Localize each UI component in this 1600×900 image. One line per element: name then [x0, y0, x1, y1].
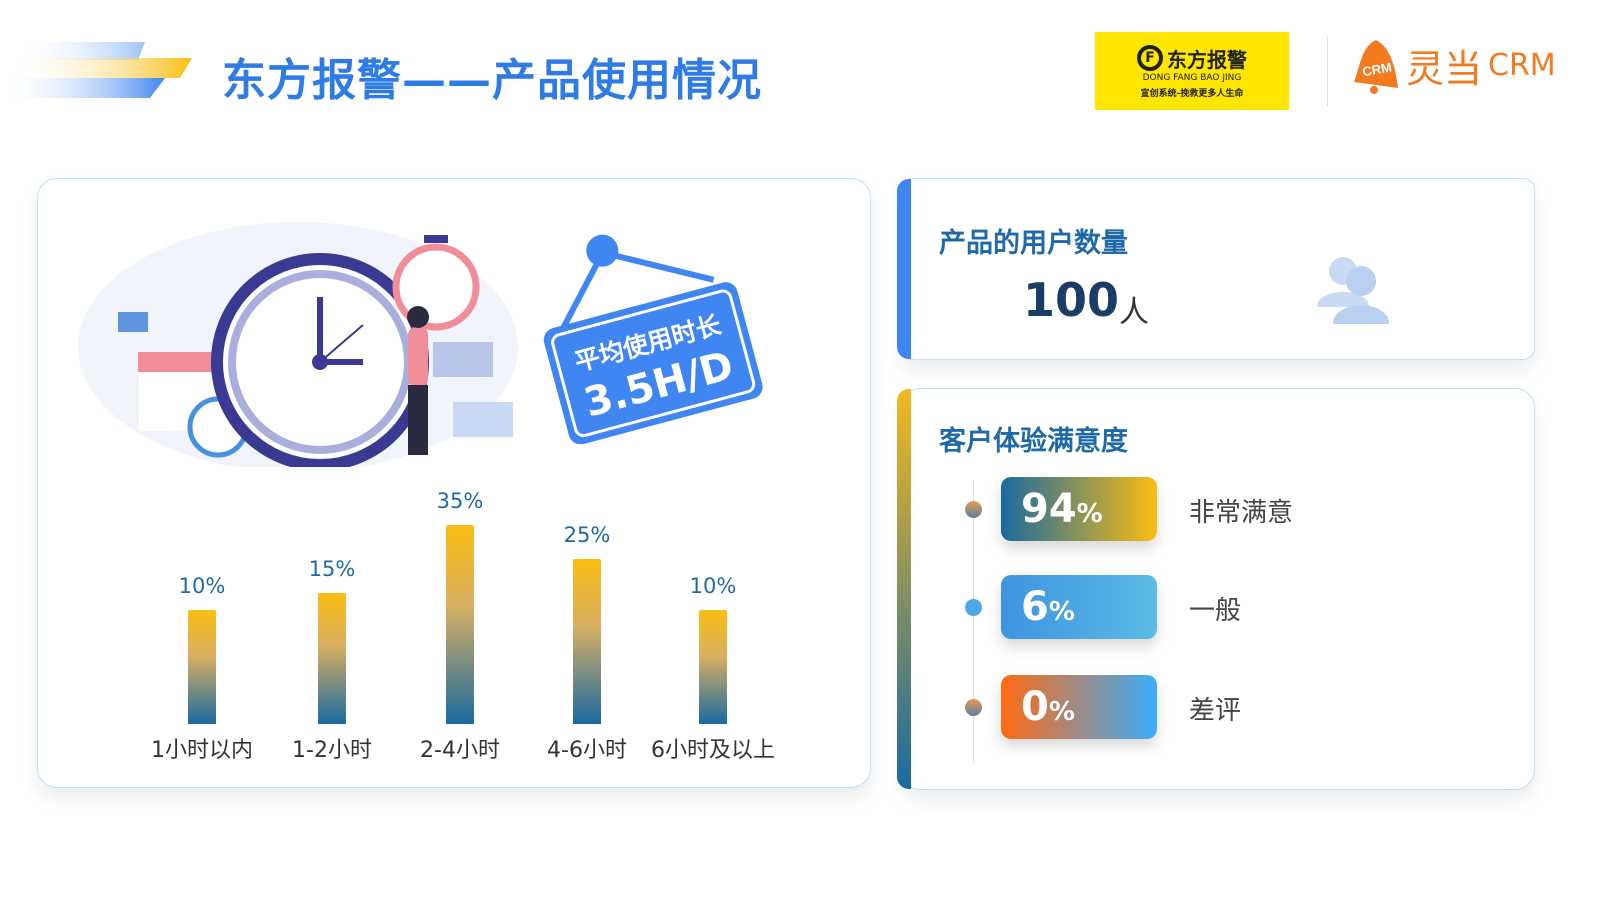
user-count-card: 产品的用户数量 100 人: [897, 178, 1535, 360]
users-icon: [1317, 257, 1389, 324]
bar-value-label: 10%: [689, 574, 737, 598]
bell-icon: CRM: [1354, 40, 1398, 94]
timeline-dot: [965, 599, 982, 616]
satisfaction-percent-0: 94%: [1001, 477, 1157, 541]
timeline-dot: [965, 699, 982, 716]
category-label: 2-4小时: [420, 738, 500, 763]
card-accent: [897, 179, 911, 359]
bar-2: [446, 525, 474, 724]
title-decoration-stripes: [0, 42, 192, 98]
category-label: 6小时及以上: [651, 738, 775, 763]
timeline-line: [973, 481, 974, 763]
satisfaction-percent-2: 0%: [1001, 675, 1157, 739]
svg-text:CRM: CRM: [1361, 59, 1393, 79]
category-label: 1小时以内: [151, 738, 253, 763]
clock-illustration: [78, 222, 518, 467]
average-usage-sign: 平均使用时长 3.5H/D: [543, 234, 763, 444]
user-count-title: 产品的用户数量: [939, 228, 1128, 259]
dongfang-baojing-logo: F 东方报警 DONG FANG BAO JING 宣创系统-挽救更多人生命: [1095, 32, 1289, 110]
bar-value-label: 35%: [436, 489, 484, 513]
bar-0: [188, 610, 216, 724]
lingdang-crm-logo: CRM 灵当 CRM: [1352, 36, 1556, 94]
user-count-value: 100: [1023, 273, 1120, 327]
timeline-dot: [965, 501, 982, 518]
page-title: 东方报警——产品使用情况: [222, 55, 762, 106]
satisfaction-label: 一般: [1189, 596, 1242, 626]
card-accent: [897, 389, 911, 789]
bar-1: [318, 593, 346, 724]
person-figure: [408, 327, 428, 387]
category-label: 4-6小时: [547, 738, 627, 763]
bar-value-label: 10%: [178, 574, 226, 598]
logo-divider: [1327, 36, 1328, 106]
bar-3: [573, 559, 601, 724]
category-label: 1-2小时: [292, 738, 372, 763]
satisfaction-percent-1: 6%: [1001, 575, 1157, 639]
satisfaction-label: 非常满意: [1189, 498, 1294, 528]
bar-value-label: 25%: [563, 523, 611, 547]
bar-value-label: 15%: [308, 557, 356, 581]
bar-4: [699, 610, 727, 724]
satisfaction-title: 客户体验满意度: [939, 426, 1128, 457]
usage-duration-card: 平均使用时长 3.5H/D 10% 1小时以内 15% 1-2小时 35% 2-…: [37, 178, 871, 788]
satisfaction-card: 客户体验满意度 94% 非常满意 6% 一般 0% 差评: [897, 388, 1535, 790]
logo-f-icon: F: [1137, 45, 1163, 71]
envelope-icon: [118, 312, 148, 332]
satisfaction-label: 差评: [1189, 696, 1242, 726]
user-count-unit: 人: [1119, 295, 1149, 330]
